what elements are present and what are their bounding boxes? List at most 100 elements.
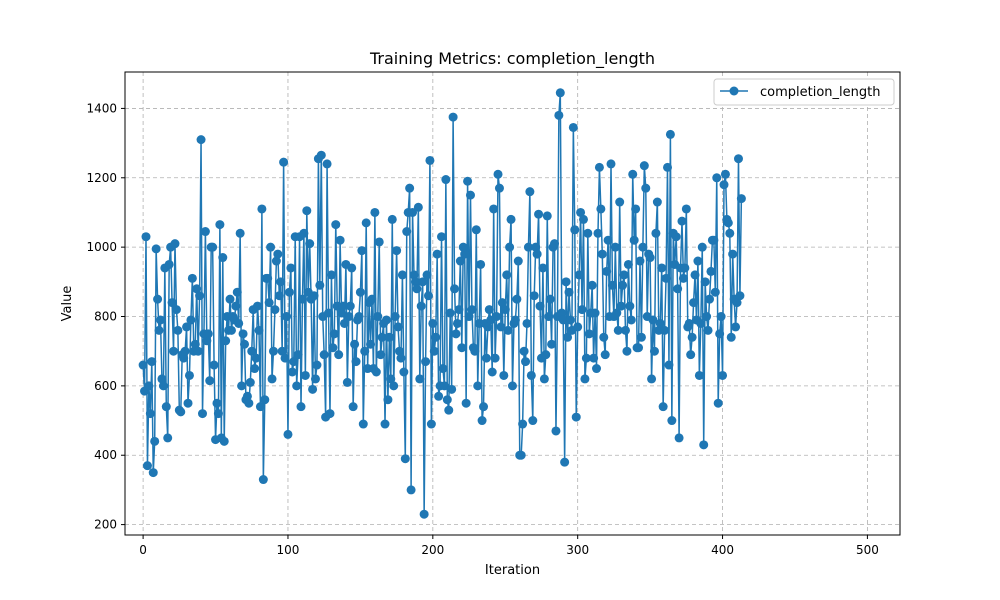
data-point: [371, 367, 381, 377]
x-axis-label: Iteration: [485, 563, 540, 578]
data-point: [410, 277, 420, 287]
data-point: [523, 242, 533, 252]
data-point: [257, 204, 267, 214]
data-point: [641, 183, 651, 193]
data-point: [651, 228, 661, 238]
data-point: [528, 416, 538, 426]
data-point: [645, 253, 655, 263]
data-point: [664, 360, 674, 370]
data-point: [235, 228, 245, 238]
data-point: [663, 162, 672, 172]
data-point: [732, 298, 742, 308]
data-point: [625, 301, 635, 311]
x-tick-label: 200: [421, 543, 444, 557]
data-point: [635, 256, 645, 266]
data-point: [603, 235, 613, 245]
data-point: [448, 112, 458, 122]
data-point: [726, 332, 736, 342]
data-point: [496, 322, 506, 332]
data-point: [513, 256, 523, 266]
data-point: [551, 426, 561, 436]
data-point: [571, 412, 581, 422]
data-point: [173, 325, 183, 335]
data-point: [564, 287, 574, 297]
data-point: [419, 509, 429, 519]
data-point: [487, 367, 497, 377]
data-point: [471, 225, 481, 235]
data-point: [324, 308, 334, 318]
data-point: [406, 485, 416, 495]
data-point: [481, 353, 491, 363]
data-point: [464, 312, 474, 322]
data-point: [226, 325, 236, 335]
data-point: [584, 329, 594, 339]
data-point: [697, 242, 707, 252]
data-point: [547, 339, 557, 349]
data-point: [425, 155, 435, 165]
data-point: [502, 270, 512, 280]
data-point: [354, 312, 364, 322]
data-point: [244, 398, 254, 408]
data-point: [452, 318, 462, 328]
legend-label: completion_length: [760, 85, 880, 100]
data-point: [577, 305, 587, 315]
data-point: [649, 346, 659, 356]
data-point: [508, 381, 517, 391]
data-point: [148, 468, 158, 478]
data-point: [534, 209, 544, 219]
data-point: [561, 277, 571, 287]
data-point: [673, 284, 683, 294]
data-point: [399, 367, 409, 377]
data-point: [674, 433, 684, 443]
y-tick-label: 1400: [86, 101, 117, 115]
data-point: [623, 259, 633, 269]
data-point: [432, 249, 442, 259]
data-point: [358, 419, 368, 429]
data-point: [360, 346, 370, 356]
data-point: [593, 228, 603, 238]
data-point: [638, 242, 648, 252]
data-point: [355, 287, 365, 297]
data-point: [186, 315, 196, 325]
data-point: [155, 315, 165, 325]
data-point: [390, 312, 400, 322]
data-point: [367, 294, 377, 304]
data-point: [331, 220, 341, 230]
data-point: [219, 436, 229, 446]
ticks-layer: 0 100 200 300 400 500 200 400 600 800 1000 1200 1400: [86, 101, 878, 557]
data-point: [386, 374, 396, 384]
data-point: [639, 161, 649, 171]
data-point: [357, 246, 367, 256]
data-point: [581, 353, 591, 363]
data-point: [408, 207, 418, 217]
data-point: [589, 353, 599, 363]
data-point: [539, 374, 549, 384]
data-point: [273, 249, 283, 259]
data-point: [297, 294, 307, 304]
data-point: [218, 253, 228, 263]
data-point: [416, 301, 426, 311]
data-point: [490, 353, 500, 363]
data-point: [463, 176, 473, 186]
data-point: [300, 370, 310, 380]
data-point: [270, 305, 280, 315]
x-tick-label: 100: [277, 543, 300, 557]
data-point: [315, 280, 325, 290]
data-point: [190, 339, 200, 349]
data-point: [657, 263, 667, 273]
data-point: [287, 367, 297, 377]
data-point: [687, 332, 697, 342]
data-point: [503, 325, 513, 335]
data-point: [610, 242, 620, 252]
data-point: [444, 405, 454, 415]
data-point: [247, 346, 257, 356]
data-point: [451, 329, 461, 339]
data-point: [418, 277, 428, 287]
data-point: [280, 353, 290, 363]
data-point: [716, 312, 726, 322]
data-point: [718, 370, 728, 380]
data-point: [325, 409, 335, 419]
data-point: [454, 305, 464, 315]
data-point: [497, 298, 507, 308]
data-point: [568, 122, 578, 132]
